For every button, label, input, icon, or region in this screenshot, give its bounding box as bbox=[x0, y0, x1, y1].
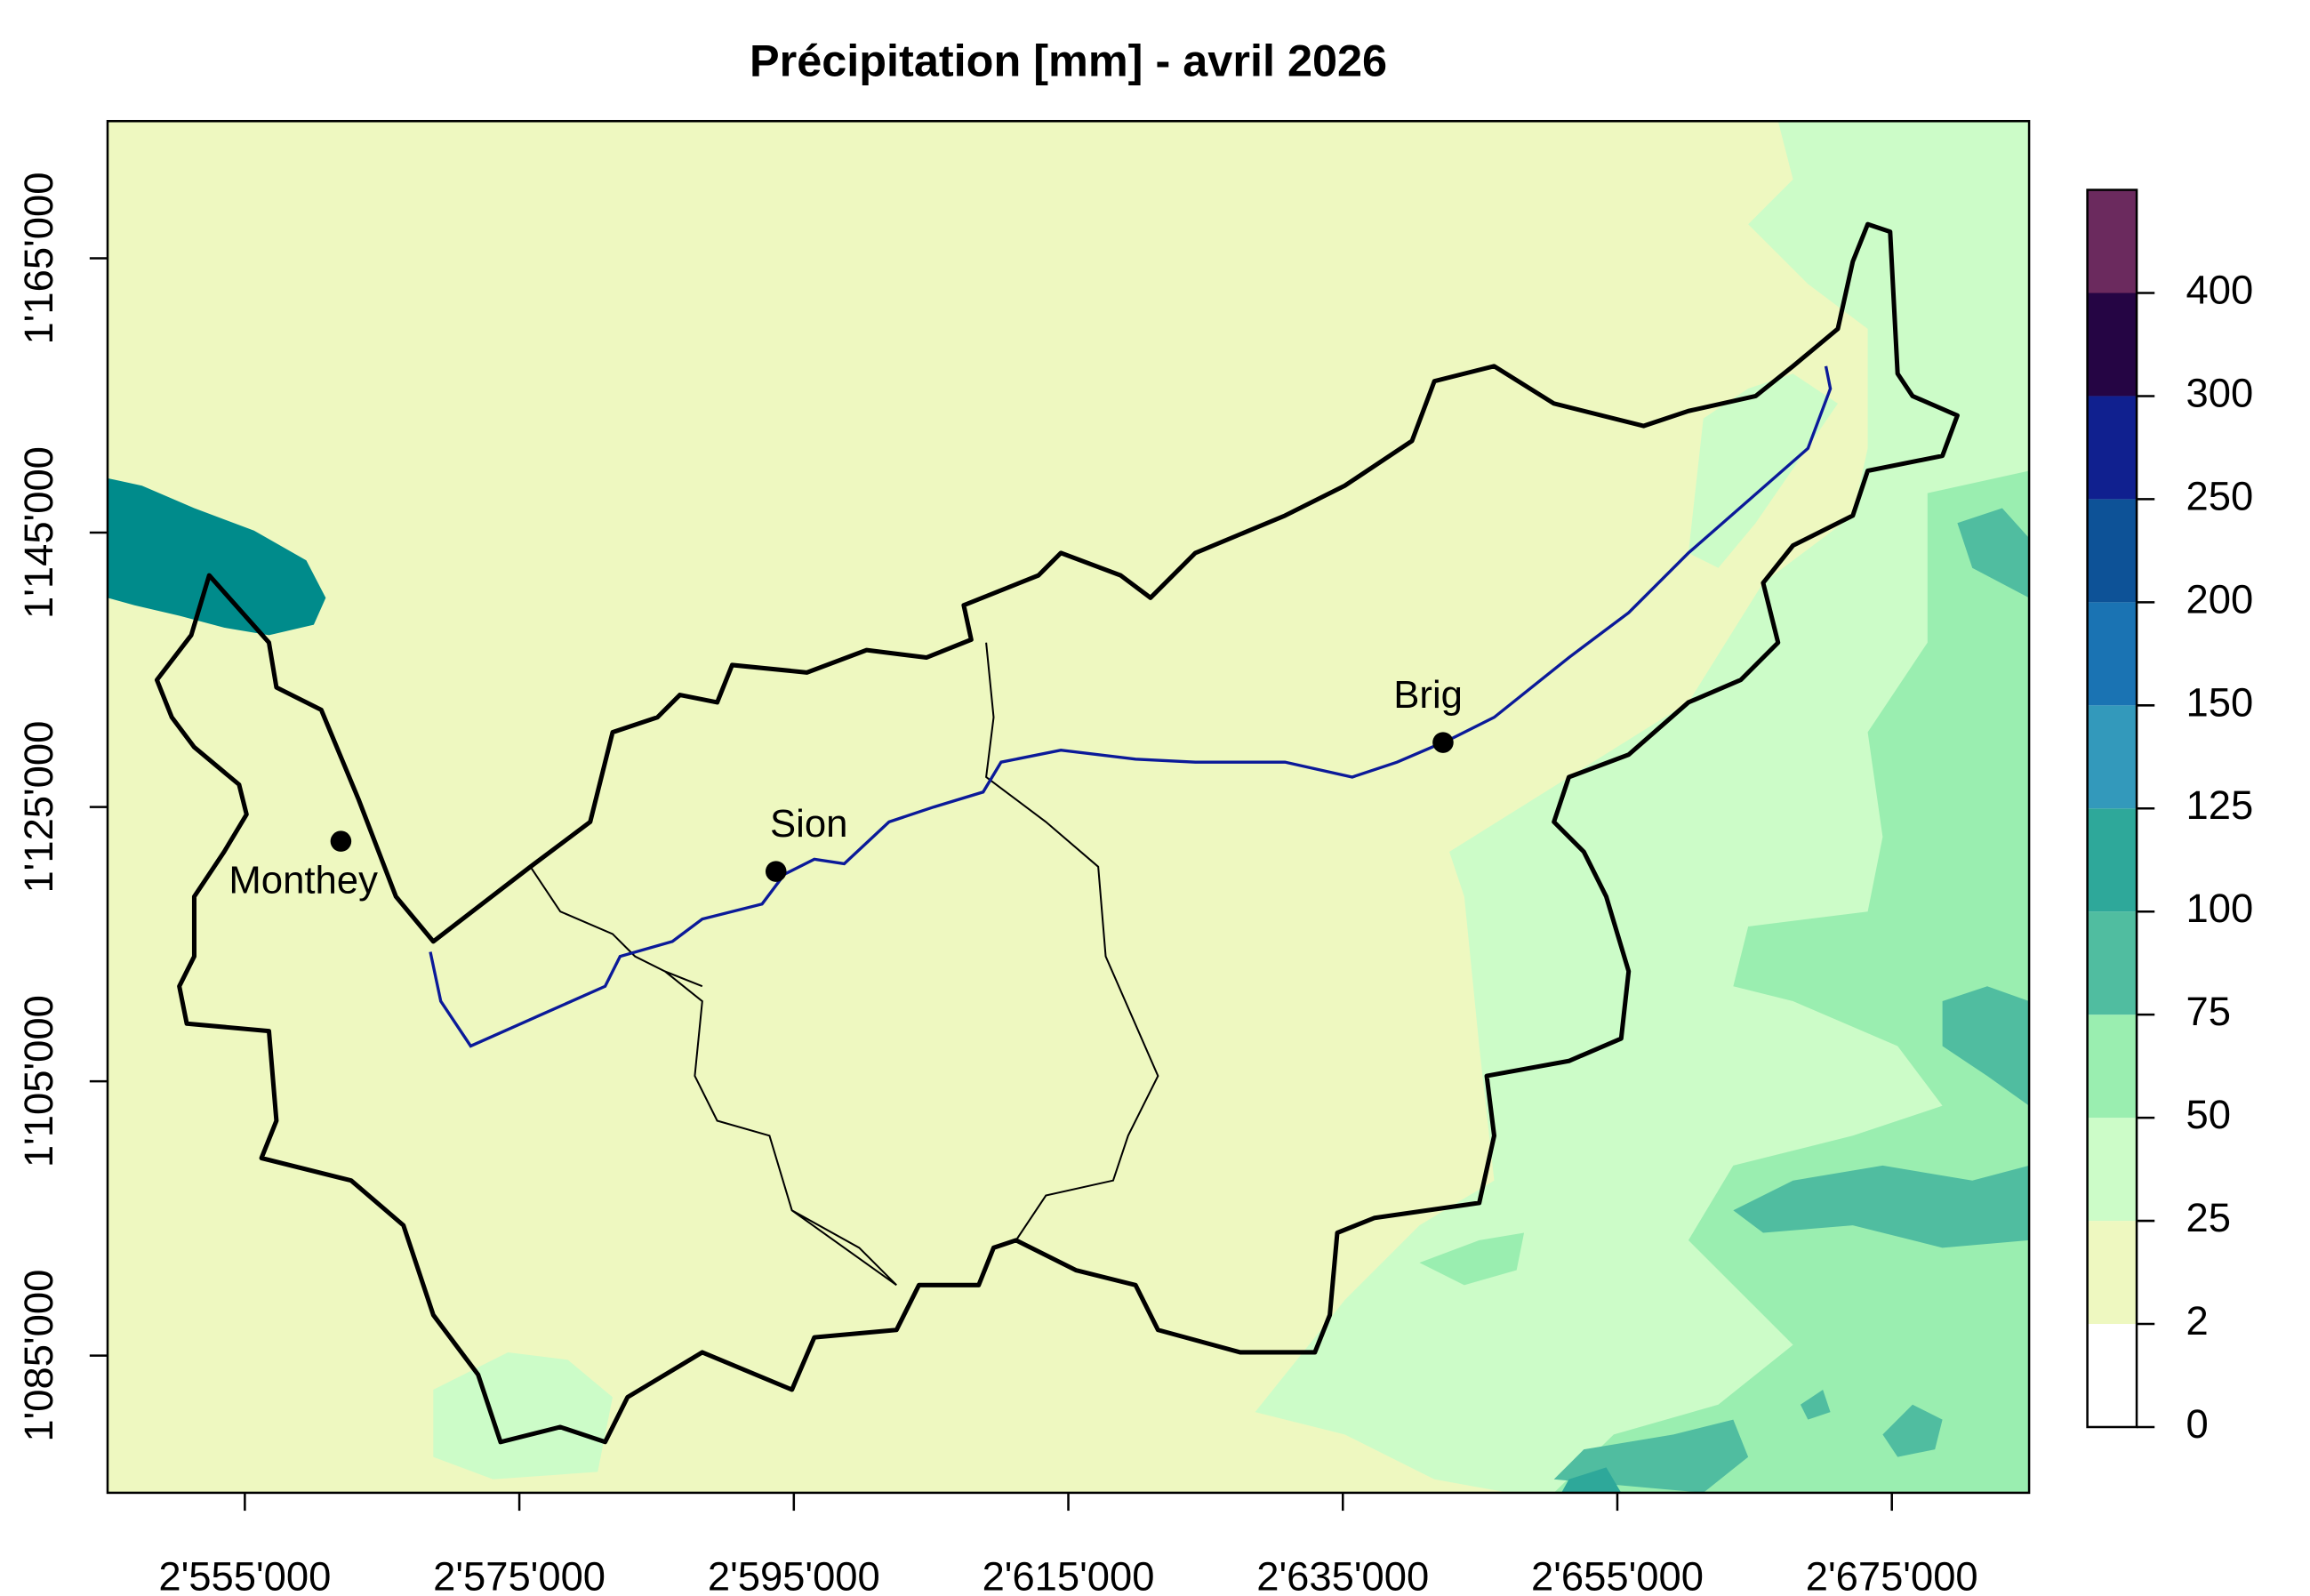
legend-swatch bbox=[2087, 1221, 2138, 1325]
legend-swatch bbox=[2087, 808, 2138, 912]
y-tick-label: 1'125'000 bbox=[16, 721, 61, 894]
y-tick-label: 1'085'000 bbox=[16, 1270, 61, 1442]
city-point bbox=[1432, 732, 1454, 753]
lake bbox=[107, 477, 326, 636]
y-tick-label: 1'105'000 bbox=[16, 995, 61, 1167]
legend-swatch bbox=[2087, 1118, 2138, 1222]
x-tick-label: 2'655'000 bbox=[1531, 1553, 1704, 1596]
city-label: Monthey bbox=[229, 859, 378, 902]
y-tick-label: 1'165'000 bbox=[16, 172, 61, 345]
legend-label: 25 bbox=[2186, 1195, 2231, 1240]
zone-50-75 bbox=[1419, 1232, 1525, 1286]
chart-title: Précipitation [mm] - avril 2026 bbox=[750, 36, 1387, 86]
legend-label: 400 bbox=[2186, 267, 2254, 312]
legend-label: 150 bbox=[2186, 679, 2254, 725]
x-tick-label: 2'555'000 bbox=[158, 1553, 331, 1596]
legend-swatch bbox=[2087, 1324, 2138, 1427]
legend-swatch bbox=[2087, 499, 2138, 603]
legend-label: 75 bbox=[2186, 989, 2231, 1034]
x-tick-label: 2'575'000 bbox=[433, 1553, 606, 1596]
legend-label: 2 bbox=[2186, 1298, 2209, 1343]
legend-label: 250 bbox=[2186, 473, 2254, 518]
legend-swatch bbox=[2087, 602, 2138, 706]
zone-25-50 bbox=[433, 1351, 613, 1480]
y-tick-label: 1'145'000 bbox=[16, 446, 61, 619]
legend-swatch bbox=[2087, 911, 2138, 1015]
legend-label: 125 bbox=[2186, 782, 2254, 828]
legend-label: 50 bbox=[2186, 1092, 2231, 1137]
canton-border bbox=[154, 221, 1960, 1445]
legend-swatch bbox=[2087, 293, 2138, 397]
zone-100-125 bbox=[1561, 1467, 1622, 1493]
raster bbox=[107, 121, 2030, 1493]
city-point bbox=[330, 830, 352, 852]
legend-swatch bbox=[2087, 396, 2138, 500]
city-label: Sion bbox=[770, 802, 847, 846]
city-point bbox=[765, 861, 787, 882]
legend-frame bbox=[2086, 188, 2138, 1429]
legend-swatch bbox=[2087, 705, 2138, 809]
river-rhone bbox=[429, 365, 1833, 1048]
legend-label: 0 bbox=[2186, 1401, 2209, 1447]
legend-label: 300 bbox=[2186, 370, 2254, 415]
x-tick-label: 2'615'000 bbox=[983, 1553, 1155, 1596]
x-tick-label: 2'595'000 bbox=[708, 1553, 880, 1596]
city-label: Brig bbox=[1393, 673, 1463, 717]
legend-label: 200 bbox=[2186, 576, 2254, 622]
legend-swatch bbox=[2087, 1015, 2138, 1119]
legend-label: 100 bbox=[2186, 886, 2254, 931]
x-tick-label: 2'675'000 bbox=[1806, 1553, 1978, 1596]
x-tick-label: 2'635'000 bbox=[1256, 1553, 1429, 1596]
legend-swatch bbox=[2087, 189, 2138, 293]
district-border bbox=[529, 642, 1159, 1287]
